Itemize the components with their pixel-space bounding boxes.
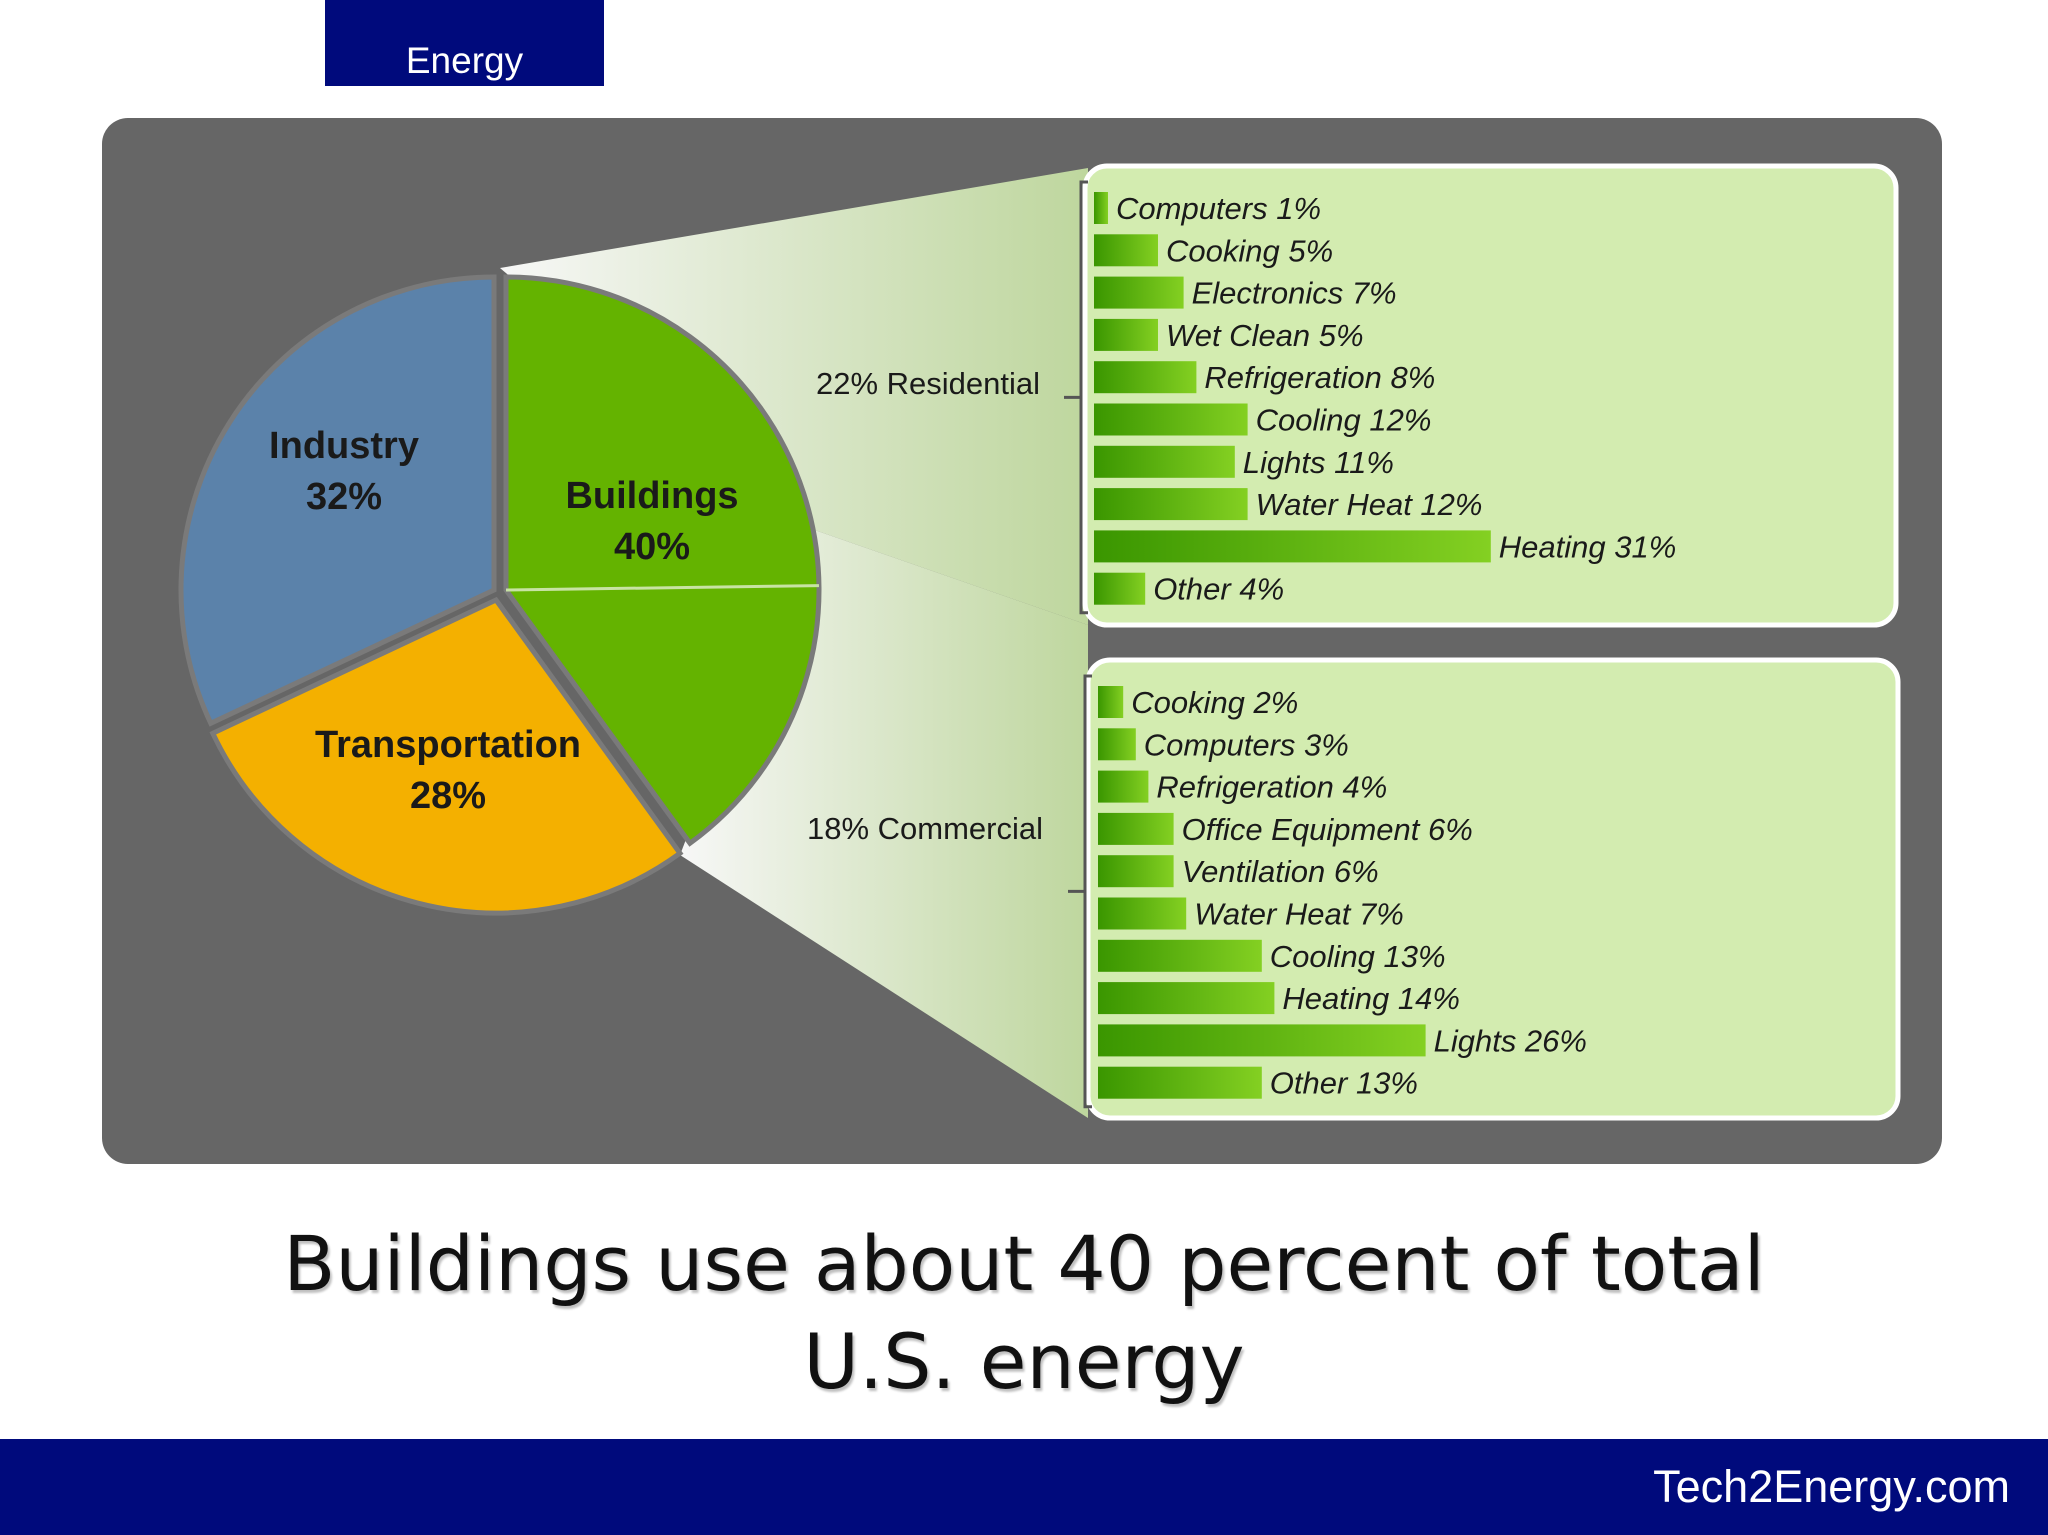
residential-bar-label-cooling: Cooling 12% [1256, 403, 1432, 438]
residential-bar-label-wet-clean: Wet Clean 5% [1166, 318, 1364, 353]
commercial-bar-refrigeration [1098, 770, 1149, 803]
residential-bar-label-cooking: Cooking 5% [1166, 233, 1333, 268]
commercial-bar-ventilation [1098, 855, 1174, 888]
commercial-bar-label-cooking: Cooking 2% [1131, 685, 1298, 720]
residential-bar-computers [1094, 192, 1108, 224]
commercial-bar-other [1098, 1066, 1262, 1099]
residential-bar-label-heating: Heating 31% [1499, 529, 1677, 564]
residential-bar-wet-clean [1094, 318, 1158, 351]
commercial-bar-label-computers: Computers 3% [1144, 727, 1349, 762]
residential-bar-water-heat [1094, 488, 1248, 521]
commercial-bar-label-heating: Heating 14% [1282, 981, 1460, 1016]
commercial-bar-label-other: Other 13% [1270, 1066, 1418, 1101]
commercial-group-label: 18% Commercial [807, 811, 1043, 846]
commercial-bar-lights [1098, 1024, 1426, 1057]
energy-chart: Industry 32% Buildings 40% Transportation 28%… [102, 118, 1942, 1164]
pie-slice-transportation [209, 596, 684, 916]
commercial-bar-office-equipment [1098, 812, 1174, 845]
residential-bar-label-lights: Lights 11% [1243, 445, 1394, 480]
header-tab: Energy [325, 0, 604, 86]
residential-bar-refrigeration [1094, 361, 1197, 394]
pie-label-transportation: Transportation [315, 724, 581, 766]
commercial-bar-water-heat [1098, 897, 1187, 930]
residential-bar-cooling [1094, 403, 1248, 436]
residential-group-label: 22% Residential [816, 366, 1040, 401]
commercial-bar-label-water-heat: Water Heat 7% [1194, 897, 1404, 932]
header-tab-label: Energy [405, 40, 524, 81]
pie-slice-buildings [503, 274, 822, 847]
residential-wedge [500, 168, 1088, 625]
pie-label-buildings: Buildings [565, 475, 738, 517]
pie-value-industry: 32% [306, 476, 382, 518]
commercial-bar-label-cooling: Cooling 13% [1270, 939, 1446, 974]
footer-site-link[interactable]: Tech2Energy.com [1653, 1461, 2010, 1512]
pie-value-buildings: 40% [614, 526, 690, 568]
residential-bar-heating [1094, 530, 1491, 563]
commercial-bar-label-lights: Lights 26% [1434, 1023, 1587, 1058]
commercial-bar-label-refrigeration: Refrigeration 4% [1156, 770, 1387, 805]
residential-bar-electronics [1094, 276, 1184, 309]
commercial-bar-cooking [1098, 686, 1124, 718]
residential-bar-label-computers: Computers 1% [1116, 191, 1321, 226]
commercial-box [1085, 657, 1901, 1121]
commercial-bar-computers [1098, 728, 1136, 761]
residential-bar-other [1094, 572, 1146, 605]
commercial-bar-cooling [1098, 939, 1262, 972]
pie-label-industry: Industry [269, 425, 419, 467]
residential-bar-label-water-heat: Water Heat 12% [1256, 487, 1483, 522]
residential-bar-lights [1094, 445, 1235, 478]
commercial-bar-label-office-equipment: Office Equipment 6% [1182, 812, 1473, 847]
footer-bar: Tech2Energy.com [0, 1439, 2048, 1535]
commercial-bar-label-ventilation: Ventilation 6% [1182, 854, 1379, 889]
residential-bar-label-electronics: Electronics 7% [1192, 276, 1397, 311]
residential-box [1082, 163, 1899, 628]
residential-bar-label-refrigeration: Refrigeration 8% [1204, 360, 1435, 395]
headline-line-1: Buildings use about 40 percent of total [283, 1219, 1765, 1308]
headline: Buildings use about 40 percent of total … [0, 1215, 2048, 1411]
buildings-divider [505, 584, 819, 592]
residential-bar-cooking [1094, 234, 1158, 267]
pie-slice-industry [178, 274, 497, 727]
headline-line-2: U.S. energy [803, 1317, 1245, 1406]
commercial-bar-heating [1098, 982, 1275, 1015]
residential-bar-label-other: Other 4% [1153, 572, 1284, 607]
pie-value-transportation: 28% [410, 775, 486, 817]
